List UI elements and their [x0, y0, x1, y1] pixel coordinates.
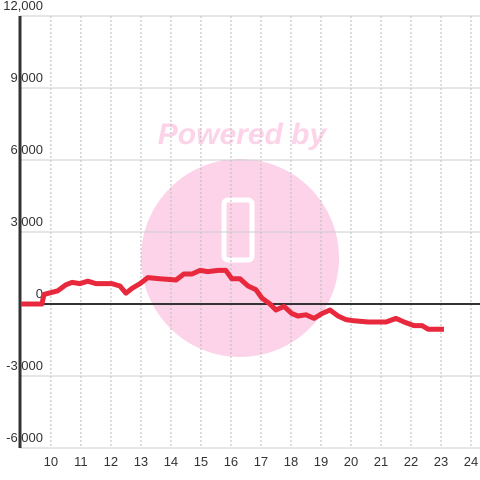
y-tick-label: 12,000: [3, 0, 43, 13]
series-line: [20, 267, 444, 332]
x-tick-label: 23: [434, 454, 448, 469]
y-tick-label: 0: [36, 286, 43, 301]
x-tick-label: 19: [314, 454, 328, 469]
x-tick-label: 11: [74, 454, 88, 469]
x-tick-label: 10: [44, 454, 58, 469]
y-tick-label: 6,000: [10, 142, 43, 157]
y-tick-label: 3,000: [10, 214, 43, 229]
x-tick-label: 13: [134, 454, 148, 469]
x-tick-label: 12: [104, 454, 118, 469]
y-tick-label: -6,000: [6, 430, 43, 445]
x-tick-label: 14: [164, 454, 178, 469]
watermark-text: Powered by: [158, 118, 328, 151]
x-tick-label: 17: [254, 454, 268, 469]
x-tick-label: 20: [344, 454, 358, 469]
x-tick-label: 18: [284, 454, 298, 469]
y-tick-label: 9,000: [10, 70, 43, 85]
x-tick-label: 24: [464, 454, 478, 469]
x-tick-label: 16: [224, 454, 238, 469]
x-tick-label: 21: [374, 454, 388, 469]
watermark-icon: [221, 197, 255, 263]
y-tick-label: -3,000: [6, 358, 43, 373]
x-tick-label: 22: [404, 454, 418, 469]
x-tick-label: 15: [194, 454, 208, 469]
